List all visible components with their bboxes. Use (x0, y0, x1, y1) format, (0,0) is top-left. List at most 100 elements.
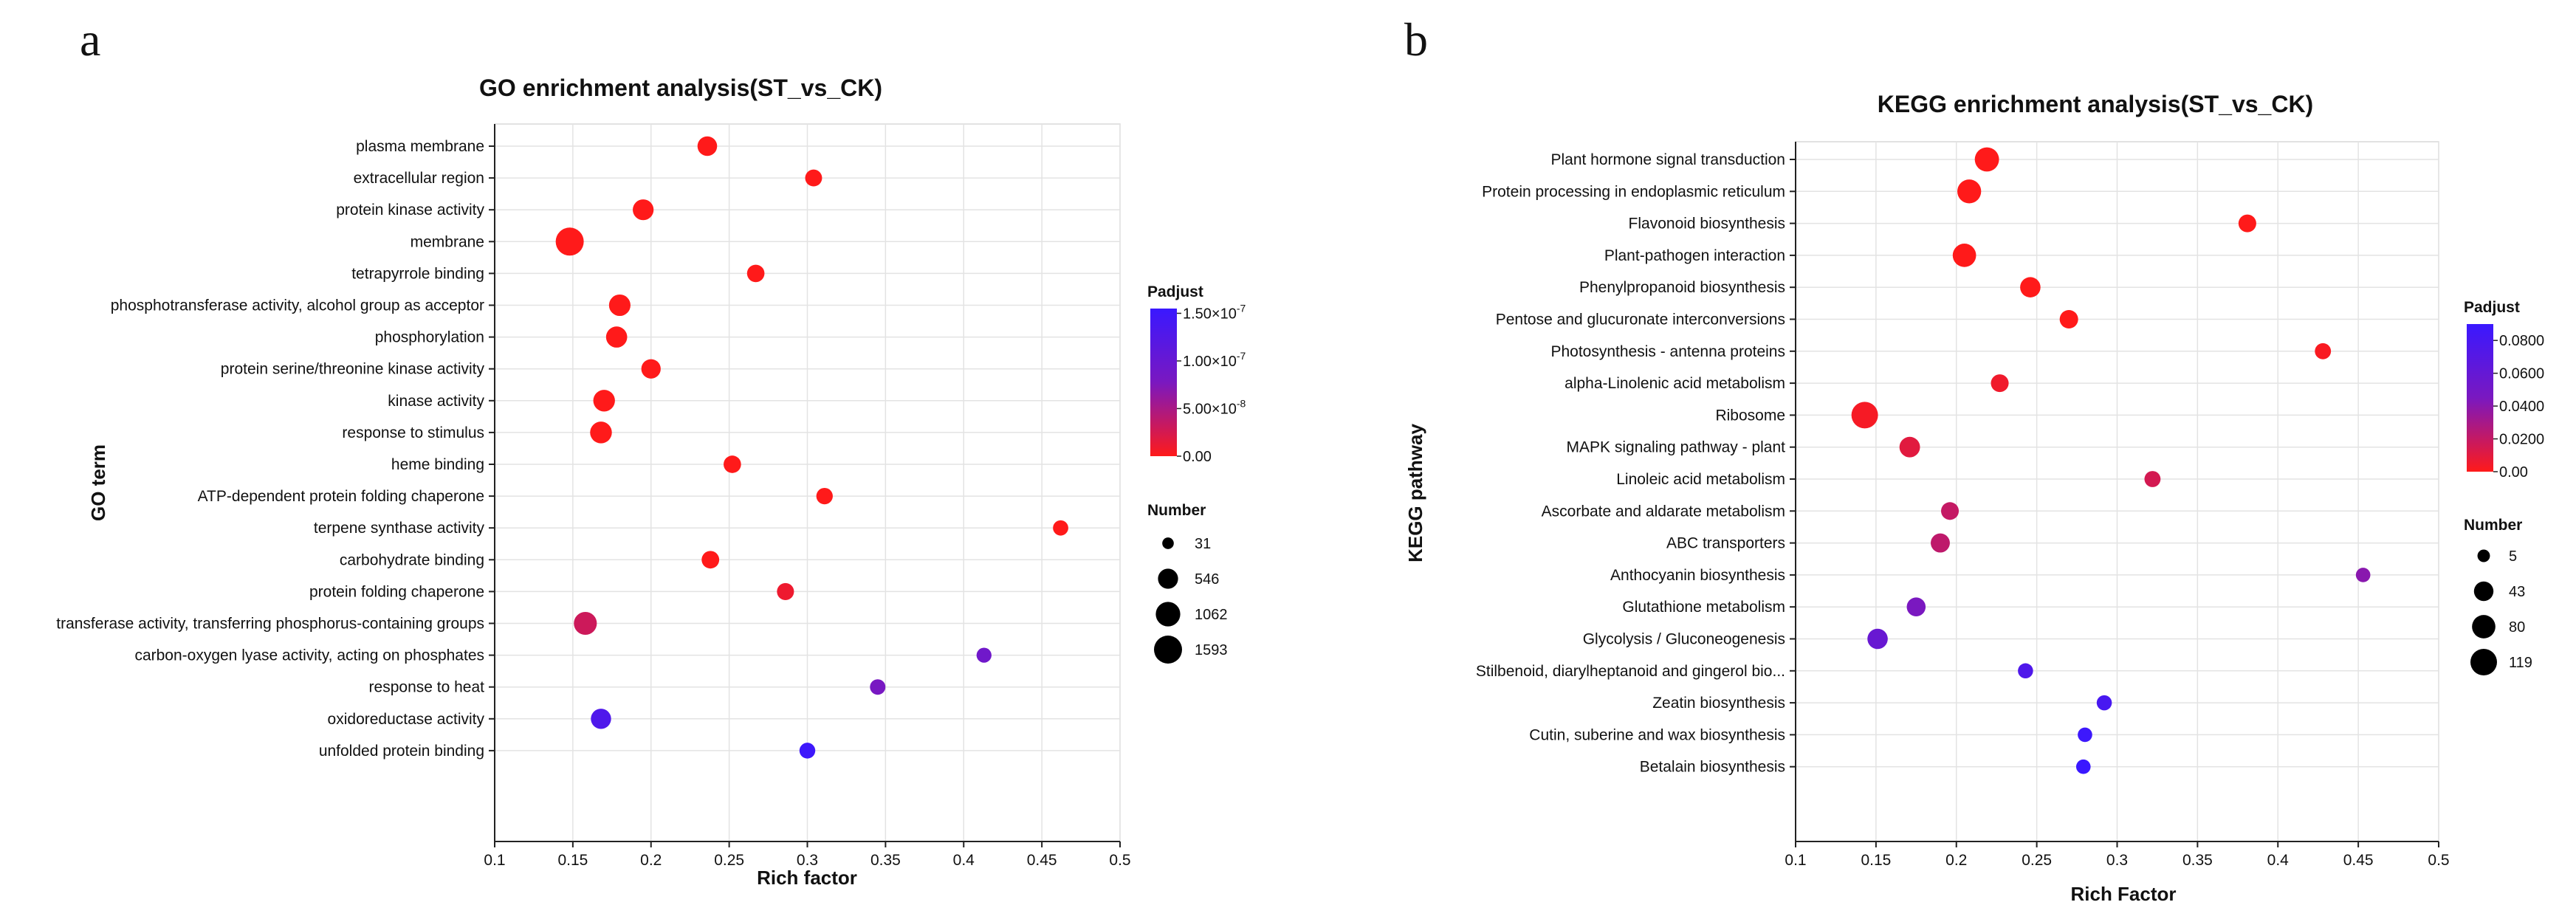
size-legend-label: 43 (2509, 584, 2525, 600)
grid (1795, 142, 2439, 841)
data-point (555, 227, 584, 256)
color-legend-label: 0.0200 (2499, 432, 2544, 448)
x-tick-label: 0.45 (2343, 852, 2374, 869)
y-tick-label: phosphotransferase activity, alcohol gro… (111, 297, 484, 314)
x-tick-label: 0.2 (640, 852, 662, 869)
size-legend: Number 5 43 80 119 (2464, 517, 2532, 675)
data-point (1957, 179, 1982, 204)
data-point (816, 487, 833, 505)
y-axis-title: KEGG pathway (1404, 424, 1426, 562)
data-point (976, 647, 992, 663)
color-legend-label: 1.00×10-7 (1183, 350, 1246, 370)
x-tick-label: 0.35 (870, 852, 901, 869)
color-legend-label: 0.0800 (2499, 333, 2544, 349)
data-point (1053, 520, 1068, 536)
y-tick-label: Photosynthesis - antenna proteins (1550, 343, 1785, 360)
y-tick-label: Ascorbate and aldarate metabolism (1542, 503, 1785, 520)
y-tick-label: Stilbenoid, diarylheptanoid and gingerol… (1476, 663, 1785, 680)
y-tick-label: Linoleic acid metabolism (1616, 471, 1785, 488)
y-tick-label: Zeatin biosynthesis (1652, 695, 1785, 712)
x-tick-label: 0.25 (2022, 852, 2052, 869)
x-tick-label: 0.5 (1109, 852, 1130, 869)
size-legend-label: 1062 (1195, 607, 1228, 623)
y-tick-label: Anthocyanin biosynthesis (1610, 567, 1785, 584)
color-legend-label: 0.0600 (2499, 366, 2544, 382)
data-point (1991, 374, 2009, 393)
size-legend-title: Number (2464, 517, 2522, 534)
color-legend-bar (2467, 324, 2493, 472)
color-legend-ticks: 0.0800 0.0600 0.0400 0.0200 0.00 (2493, 333, 2544, 481)
y-tick-label: protein serine/threonine kinase activity (221, 361, 485, 378)
y-tick-label: Glutathione metabolism (1622, 599, 1785, 616)
y-tick-label: Ribosome (1715, 407, 1785, 424)
data-point (2078, 727, 2092, 743)
x-tick-label: 0.35 (2182, 852, 2213, 869)
color-legend-label: 5.00×10-8 (1183, 397, 1246, 417)
data-point (777, 582, 794, 600)
y-axis-title: GO term (87, 444, 109, 521)
x-tick-labels: 0.1 0.15 0.2 0.25 0.3 0.35 0.4 0.45 0.5 (1785, 841, 2450, 869)
data-points (555, 136, 1068, 759)
size-legend-title: Number (1147, 502, 1206, 519)
go-panel: a GO enrichment analysis(ST_vs_CK) plasm… (56, 13, 1246, 889)
size-legend-label: 119 (2509, 655, 2532, 671)
size-legend-circle (2472, 615, 2496, 639)
data-point (724, 455, 741, 473)
data-points (1851, 147, 2371, 774)
size-legend-entries: 31 546 1062 1593 (1154, 536, 1228, 664)
data-point (2315, 343, 2332, 359)
data-point (2020, 277, 2041, 297)
data-point (2018, 663, 2033, 679)
y-tick-label: carbohydrate binding (340, 551, 484, 568)
panel-letter-b: b (1404, 13, 1428, 66)
data-point (641, 359, 661, 379)
y-tick-label: Betalain biosynthesis (1640, 759, 1785, 776)
size-legend-label: 80 (2509, 619, 2525, 636)
data-point (1952, 244, 1976, 267)
chart-title: GO enrichment analysis(ST_vs_CK) (479, 75, 882, 101)
x-tick-label: 0.45 (1027, 852, 1057, 869)
x-tick-label: 0.15 (557, 852, 588, 869)
y-tick-label: Plant hormone signal transduction (1550, 151, 1785, 168)
size-legend-circle (1162, 537, 1174, 549)
y-tick-labels: Plant hormone signal transduction Protein… (1476, 151, 1796, 776)
data-point (1867, 628, 1888, 650)
data-point (870, 679, 886, 695)
size-legend-label: 1593 (1195, 642, 1228, 658)
y-tick-label: ATP-dependent protein folding chaperone (198, 488, 484, 505)
x-tick-label: 0.1 (484, 852, 505, 869)
kegg-panel: b KEGG enrichment analysis(ST_vs_CK) Pla… (1404, 13, 2544, 905)
size-legend-circle (2477, 549, 2490, 562)
data-point (701, 551, 720, 569)
data-point (1931, 533, 1950, 553)
y-tick-label: response to stimulus (342, 424, 484, 441)
y-tick-label: oxidoreductase activity (328, 711, 485, 728)
data-point (2355, 568, 2371, 582)
data-point (1851, 402, 1878, 429)
data-point (1906, 597, 1926, 616)
x-axis-title: Rich Factor (2070, 883, 2176, 905)
x-tick-label: 0.2 (1945, 852, 1967, 869)
panel-letter-a: a (80, 13, 100, 66)
data-point (799, 743, 816, 759)
size-legend-label: 5 (2509, 548, 2517, 565)
data-point (2238, 214, 2256, 233)
size-legend-circle (2470, 649, 2497, 675)
color-legend-label: 0.0400 (2499, 399, 2544, 415)
size-legend-entries: 5 43 80 119 (2470, 548, 2532, 675)
data-point (805, 169, 822, 187)
data-point (2075, 759, 2091, 774)
x-tick-label: 0.3 (2106, 852, 2128, 869)
y-tick-label: heme binding (391, 456, 484, 473)
y-tick-label: terpene synthase activity (314, 520, 485, 537)
x-tick-label: 0.5 (2428, 852, 2449, 869)
data-point (591, 709, 611, 729)
y-tick-label: membrane (411, 233, 484, 250)
y-tick-label: ABC transporters (1666, 535, 1785, 552)
size-legend-circle (2473, 581, 2494, 602)
color-legend-bar (1150, 309, 1177, 456)
data-point (590, 421, 612, 444)
y-tick-label: Protein processing in endoplasmic reticu… (1482, 183, 1785, 200)
data-point (1899, 436, 1920, 458)
